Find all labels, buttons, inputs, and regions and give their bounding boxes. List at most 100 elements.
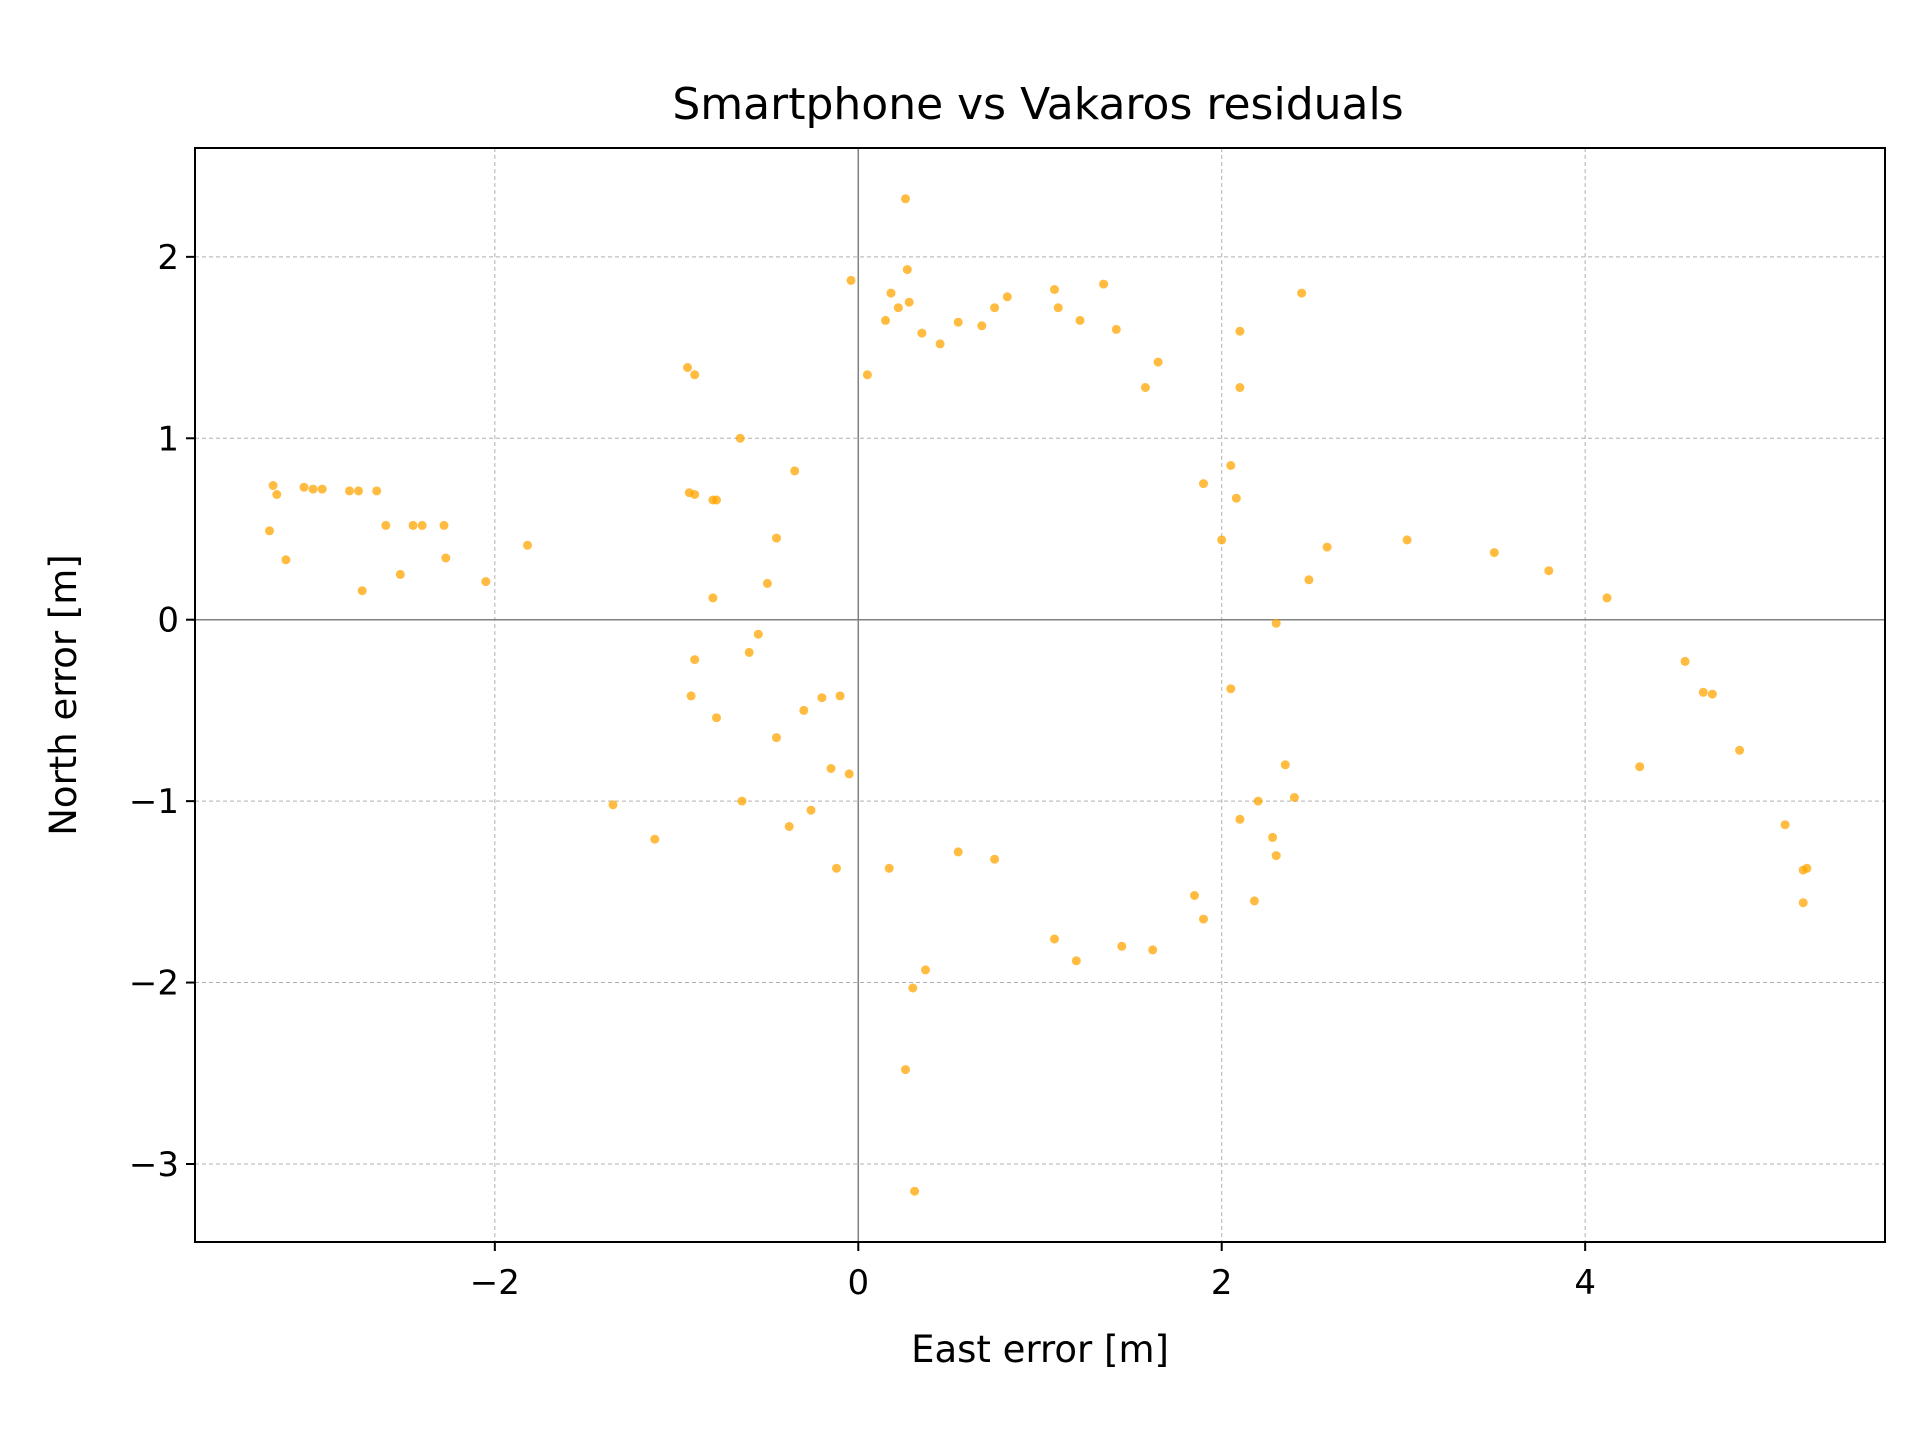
data-point: [308, 484, 318, 494]
data-point: [608, 800, 618, 810]
data-point: [1297, 288, 1307, 298]
data-point: [1199, 479, 1208, 489]
reference-lines: [195, 148, 1885, 1242]
data-point: [1153, 357, 1163, 367]
data-point: [806, 805, 816, 815]
data-point: [1707, 689, 1717, 699]
data-point: [921, 965, 930, 975]
data-point: [1402, 535, 1412, 545]
data-point: [481, 577, 491, 587]
data-point: [904, 297, 914, 307]
data-point: [268, 481, 278, 490]
y-tick-label: −1: [129, 782, 179, 822]
data-point: [1217, 535, 1227, 545]
data-point: [1053, 303, 1063, 313]
y-tick-label: −3: [129, 1145, 179, 1185]
data-point: [1635, 762, 1645, 772]
data-point: [1602, 593, 1612, 603]
data-point: [1050, 934, 1059, 944]
data-point: [901, 1065, 910, 1075]
data-point: [1111, 324, 1121, 334]
data-point: [281, 555, 291, 565]
data-point: [357, 586, 367, 596]
data-point: [690, 370, 700, 380]
data-point: [1071, 956, 1081, 966]
data-point: [862, 370, 872, 380]
data-point: [762, 578, 772, 588]
chart-title: Smartphone vs Vakaros residuals: [672, 79, 1403, 130]
data-point: [650, 834, 660, 844]
data-point: [441, 553, 451, 563]
data-point: [784, 822, 794, 831]
data-point: [345, 486, 354, 496]
data-point: [1002, 292, 1012, 302]
data-point: [1235, 383, 1245, 392]
data-point: [1253, 796, 1263, 806]
data-point: [1735, 745, 1745, 755]
data-point: [1099, 279, 1109, 289]
data-point: [884, 863, 894, 873]
data-point: [1798, 898, 1808, 908]
data-point: [317, 484, 327, 494]
x-tick-label: −2: [470, 1263, 520, 1303]
data-point: [1148, 945, 1158, 955]
data-point: [753, 629, 763, 639]
data-point: [893, 303, 903, 313]
data-point: [1780, 820, 1790, 830]
data-point: [1280, 760, 1290, 770]
data-point: [1289, 793, 1299, 802]
data-point: [902, 265, 912, 275]
y-tick-label: 2: [157, 238, 179, 278]
x-axis-label: East error [m]: [911, 1328, 1169, 1371]
data-point: [1268, 832, 1278, 842]
data-point: [439, 520, 449, 530]
data-point: [712, 495, 721, 505]
data-point: [901, 194, 910, 204]
data-point: [354, 486, 363, 496]
data-point: [712, 713, 721, 723]
data-point: [381, 520, 391, 530]
data-point: [265, 526, 274, 536]
data-point: [835, 691, 845, 701]
data-point: [1231, 493, 1241, 503]
data-point: [953, 317, 963, 327]
data-point: [1698, 687, 1708, 697]
data-point: [299, 482, 309, 492]
data-point: [990, 303, 1000, 313]
data-point: [1680, 656, 1690, 666]
y-axis: −3 −2 −1 0 1 2: [129, 238, 195, 1185]
y-axis-label: North error [m]: [42, 554, 85, 836]
data-point: [910, 1186, 920, 1196]
x-axis: −2 0 2 4: [470, 1242, 1596, 1303]
plot-area-frame: [194, 147, 1886, 1243]
data-point: [735, 433, 745, 443]
data-point: [708, 593, 718, 603]
y-tick-label: 0: [157, 601, 179, 641]
data-point: [990, 854, 1000, 864]
x-tick-label: 0: [847, 1263, 869, 1303]
data-points: [265, 194, 1812, 1196]
data-point: [1235, 814, 1245, 824]
data-point: [523, 540, 532, 550]
data-point: [1249, 896, 1259, 906]
data-point: [1190, 891, 1199, 900]
data-point: [1271, 851, 1281, 861]
data-point: [744, 647, 754, 657]
data-point: [772, 733, 781, 743]
x-tick-label: 2: [1211, 1263, 1233, 1303]
data-point: [690, 490, 700, 499]
data-point: [1075, 315, 1085, 325]
data-point: [908, 983, 918, 993]
data-point: [1271, 618, 1281, 628]
data-point: [690, 655, 700, 665]
y-tick-label: 1: [157, 419, 179, 459]
data-point: [408, 520, 418, 530]
data-point: [1050, 285, 1059, 294]
data-point: [826, 764, 836, 773]
data-point: [737, 796, 747, 806]
data-point: [1489, 548, 1499, 558]
data-point: [1140, 383, 1150, 392]
data-point: [1544, 566, 1554, 576]
